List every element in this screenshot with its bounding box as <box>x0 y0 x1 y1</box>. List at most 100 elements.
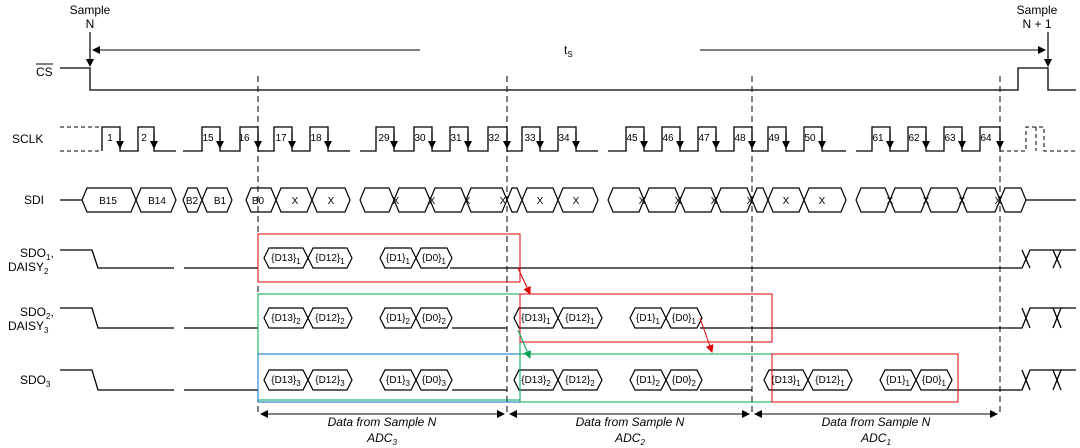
sdi-value: X <box>711 196 718 207</box>
sclk-number: 32 <box>488 133 500 144</box>
sdi-value: X <box>783 196 790 207</box>
sample-n-sublabel: N <box>86 17 95 31</box>
sdo-cell <box>415 307 453 329</box>
sdi-cell <box>557 187 599 213</box>
sdo1-red-box <box>257 233 521 283</box>
sdo-cell <box>415 247 453 269</box>
sdo-value: {D0}1 <box>922 375 946 388</box>
sdi-value: X <box>573 196 580 207</box>
sclk-number: 18 <box>310 133 322 144</box>
daisy2-label: DAISY2 <box>8 260 49 276</box>
sdi-value: X <box>429 196 436 207</box>
sclk-number: 61 <box>872 133 884 144</box>
sdi-value: X <box>464 196 471 207</box>
sdi-value: X <box>747 196 754 207</box>
sdo-cell <box>307 369 353 391</box>
red-arrow-2 <box>699 317 714 353</box>
sdi-value: X <box>500 196 507 207</box>
sclk-number: 34 <box>558 133 570 144</box>
sdi-value: X <box>292 196 299 207</box>
sdo-cell <box>807 369 853 391</box>
sdo-value: {D13}2 <box>271 313 301 326</box>
sdi-value: X <box>819 196 826 207</box>
sample-n1-label: Sample <box>1017 3 1058 17</box>
sclk-number: 31 <box>450 133 462 144</box>
sclk-number: 1 <box>107 133 113 144</box>
sclk-number: 49 <box>768 133 780 144</box>
sclk-waveform <box>60 126 1076 152</box>
sdo-cell <box>307 307 353 329</box>
footer-2-line2: ADC2 <box>614 431 645 447</box>
sdi-value: X <box>959 196 966 207</box>
sclk-label: SCLK <box>12 132 43 146</box>
sdo-cell <box>557 369 603 391</box>
sclk-number: 2 <box>141 133 147 144</box>
sdo-value: {D0}2 <box>672 375 696 388</box>
sdi-cell <box>359 187 395 213</box>
sdo-value: {D13}3 <box>271 375 301 388</box>
sdo-value: {D12}1 <box>565 313 595 326</box>
sdo-value: {D1}1 <box>386 253 410 266</box>
sdo-value: {D1}2 <box>636 375 660 388</box>
sclk-number: 15 <box>202 133 214 144</box>
sdi-label: SDI <box>24 193 44 207</box>
footer-3-line2: ADC1 <box>860 431 891 447</box>
sdi-cell <box>393 187 431 213</box>
sdo-cell <box>665 369 703 391</box>
sdo2-green-box <box>257 293 521 401</box>
sdi-value: X <box>675 196 682 207</box>
sdi-cell <box>311 187 351 213</box>
sdi-value: B0 <box>252 196 265 207</box>
sdo-value: {D12}1 <box>315 253 345 266</box>
sdi-value: B14 <box>148 196 166 207</box>
ts-label: tS <box>564 43 573 59</box>
sdi-cell <box>429 187 467 213</box>
sdo-value: {D12}2 <box>315 313 345 326</box>
sclk-number: 62 <box>908 133 920 144</box>
sdi-value: X <box>393 196 400 207</box>
sdi-cell <box>135 187 177 213</box>
sdo-value: {D0}1 <box>672 313 696 326</box>
sdi-value: X <box>923 196 930 207</box>
sclk-numbers: 1 2 15 16 17 18 29 30 31 32 33 34 45 46 47 48 49 50 61 62 63… <box>107 133 992 144</box>
sdo-value: {D12}3 <box>315 375 345 388</box>
footer-2-line1: Data from Sample N <box>576 415 685 429</box>
sdi-value: X <box>995 196 1002 207</box>
daisy3-label: DAISY3 <box>8 319 49 335</box>
cs-waveform <box>60 67 1076 91</box>
red-arrow-1 <box>517 267 531 295</box>
green-arrow-1 <box>517 329 531 359</box>
sdo-cell <box>557 307 603 329</box>
sdi-value: X <box>537 196 544 207</box>
sdo-value: {D1}1 <box>636 313 660 326</box>
sdo-value: {D13}1 <box>521 313 551 326</box>
sdo3-red-box <box>771 353 959 403</box>
sdo-cell <box>307 247 353 269</box>
sdo-value: {D0}3 <box>422 375 446 388</box>
sdo1-label: SDO1, <box>20 246 54 262</box>
sdi-cell <box>999 187 1027 213</box>
sdi-value: B1 <box>214 196 227 207</box>
sclk-number: 17 <box>275 133 287 144</box>
sclk-number: 46 <box>662 133 674 144</box>
sdi-cell <box>201 187 233 213</box>
sdo-cell <box>915 369 953 391</box>
sdo-value: {D0}2 <box>422 313 446 326</box>
sdo-value: {D13}1 <box>271 253 301 266</box>
sclk-number: 16 <box>238 133 250 144</box>
sdi-cell <box>889 187 927 213</box>
sdo-data-cells: {D13}1 {D12}1 {D1}1 {D0}1 {D13}2 {D12}2 {D1}2 {… <box>263 247 953 391</box>
sdo-value: {D1}2 <box>386 313 410 326</box>
sdi-value: X <box>887 196 894 207</box>
sdi-cell <box>855 187 891 213</box>
sclk-number: 50 <box>804 133 816 144</box>
sdi-cell <box>803 187 847 213</box>
sclk-number: 48 <box>734 133 746 144</box>
sdo-value: {D1}3 <box>386 375 410 388</box>
sdi-value: X <box>328 196 335 207</box>
sdo-value: {D0}1 <box>422 253 446 266</box>
sdi-cell <box>506 187 523 213</box>
sclk-number: 47 <box>698 133 710 144</box>
sclk-number: 45 <box>626 133 638 144</box>
